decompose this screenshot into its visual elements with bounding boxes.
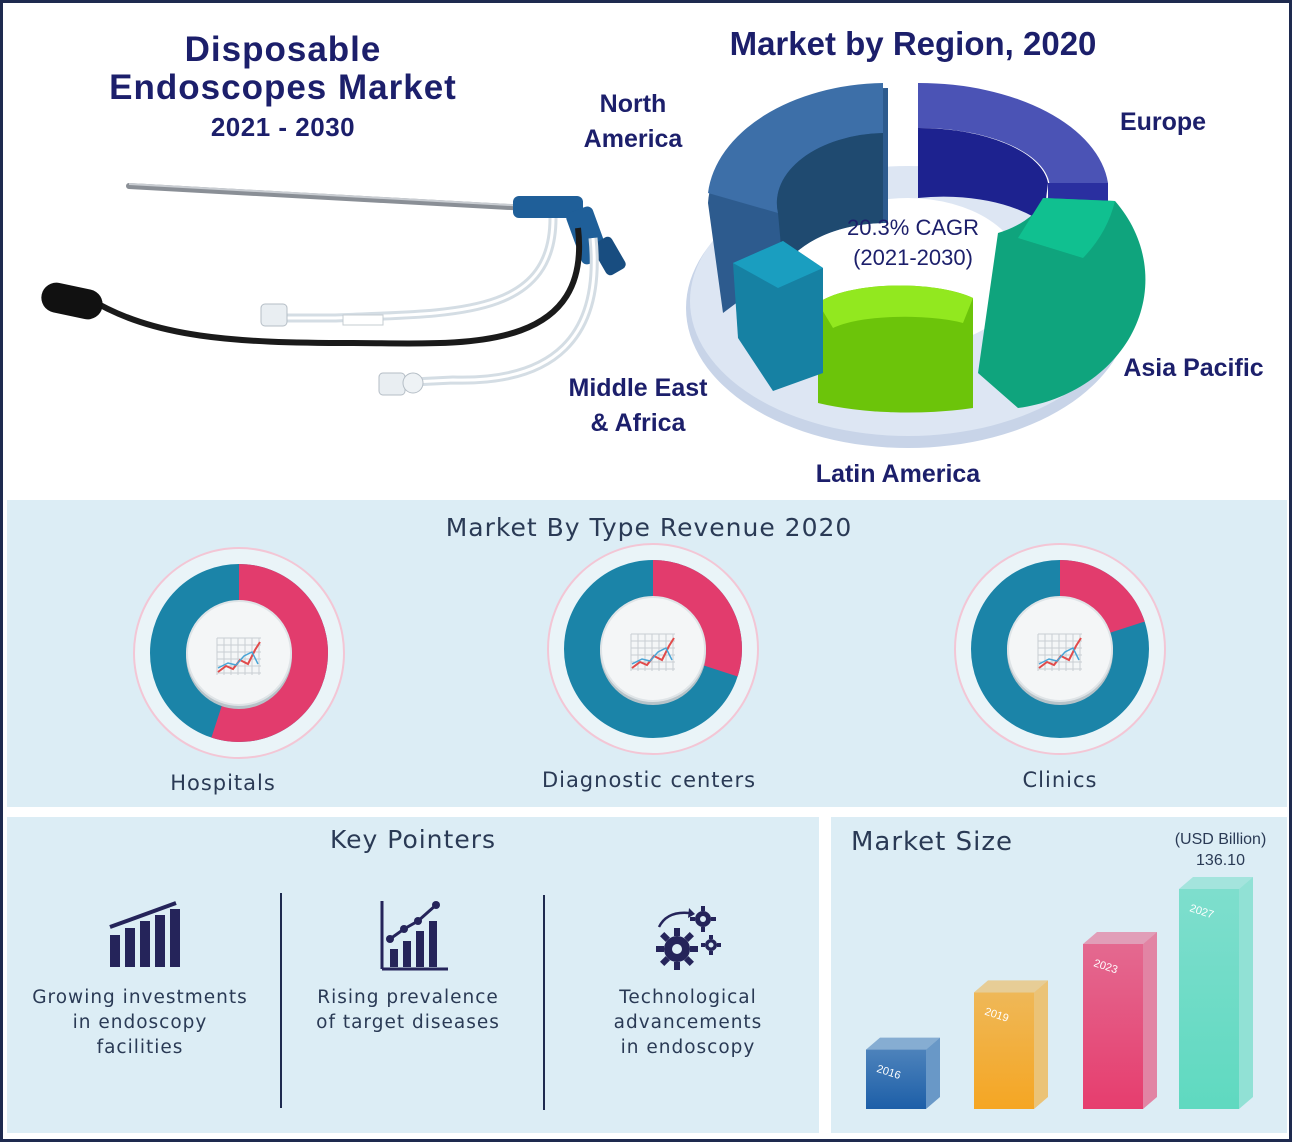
label-latin-america: Latin America	[815, 460, 981, 488]
region-donut-chart	[686, 82, 1146, 448]
segment-north-america-top	[708, 83, 883, 213]
key-pointers-panel	[7, 817, 819, 1133]
type-donut-1	[133, 547, 345, 759]
donut-share-clinics	[971, 560, 1149, 738]
bar-side-2019	[1034, 980, 1048, 1109]
label-hospitals: Hospitals	[170, 771, 276, 795]
pointer-text-prevalence: Rising prevalence of target diseases	[316, 987, 500, 1033]
bar-2027	[1179, 889, 1239, 1109]
bar-2019	[974, 992, 1034, 1109]
label-diagnostic-centers: Diagnostic centers	[541, 768, 757, 792]
type-section-title: Market By Type Revenue 2020	[445, 513, 853, 542]
donut-share-hospitals	[150, 564, 328, 742]
type-donut-2	[547, 543, 759, 755]
market-size-title: Market Size	[851, 827, 1014, 857]
cagr-label: 20.3% CAGR (2021-2030)	[846, 215, 980, 270]
label-asia-pacific: Asia Pacific	[1123, 354, 1264, 382]
key-pointers-title: Key Pointers	[329, 825, 497, 854]
type-donut-3	[954, 543, 1166, 755]
divider	[543, 895, 545, 1110]
unit-label: (USD Billion)	[1174, 831, 1267, 848]
bar-2016	[866, 1049, 926, 1109]
donut-center-disc	[186, 600, 292, 706]
bar-side-2027	[1239, 877, 1253, 1109]
bar-side-2023	[1143, 932, 1157, 1109]
bar-top-2027	[1179, 877, 1253, 889]
main-title: Disposable Endoscopes Market 2021 - 2030	[73, 31, 493, 147]
donut-center-disc	[1007, 596, 1113, 702]
segment-europe	[918, 127, 1048, 223]
pointer-text-investments: Growing investments in endoscopy facilit…	[32, 987, 248, 1058]
label-clinics: Clinics	[1022, 768, 1098, 792]
mini-chart-icon	[630, 633, 675, 671]
year-range: 2021 - 2030	[210, 112, 356, 142]
endoscope-image	[41, 183, 626, 396]
bar-chart-icon	[109, 901, 180, 967]
label-europe: Europe	[1119, 108, 1207, 136]
bar-side-2016	[926, 1037, 940, 1109]
segment-middle-east-africa	[733, 241, 823, 391]
divider	[280, 893, 282, 1108]
bar-top-2019	[974, 980, 1048, 993]
segment-asia-pacific	[978, 198, 1146, 408]
label-middle-east-africa: Middle East & Africa	[568, 374, 708, 437]
mini-chart-icon	[216, 637, 261, 675]
mini-chart-icon	[1037, 633, 1082, 671]
bar-2023	[1083, 944, 1143, 1109]
bar-top-2016	[866, 1037, 940, 1050]
segment-europe-top	[918, 82, 1108, 198]
donut-center-disc	[600, 596, 706, 702]
rising-chart-icon	[380, 901, 448, 971]
bar-top-2023	[1083, 932, 1157, 944]
region-chart-title: Market by Region, 2020	[729, 25, 1097, 62]
pointer-text-technological: Technological advancements in endoscopy	[613, 987, 763, 1058]
label-north-america: North America	[583, 90, 683, 153]
top-value-label: 136.10	[1196, 852, 1245, 869]
gears-icon	[656, 906, 721, 970]
donut-share-diagnostic-centers	[564, 560, 742, 738]
